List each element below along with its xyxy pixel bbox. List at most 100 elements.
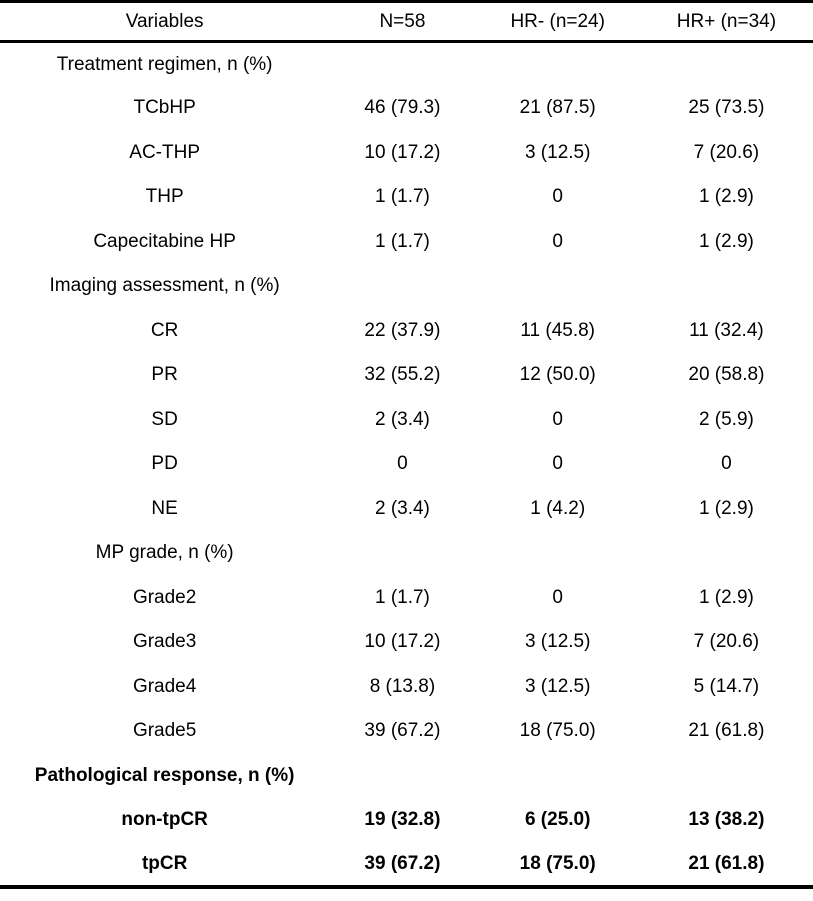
column-header-hr-pos: HR+ (n=34)	[639, 1, 813, 43]
row-label: SD	[151, 408, 178, 430]
row-value: 11 (45.8)	[520, 319, 596, 341]
row-label: THP	[145, 186, 184, 208]
table-row: Grade2 1 (1.7) 0 1 (2.9)	[0, 576, 813, 621]
row-label: AC-THP	[129, 141, 200, 163]
row-value: 1 (4.2)	[530, 497, 586, 519]
row-value: 11 (32.4)	[689, 319, 764, 341]
row-label: NE	[151, 497, 178, 519]
row-value: 7 (20.6)	[693, 631, 760, 653]
row-value: 3 (12.5)	[524, 141, 591, 163]
row-value	[329, 754, 475, 799]
row-value: 32 (55.2)	[364, 364, 441, 386]
row-value: 0	[721, 453, 732, 475]
section-row: MP grade, n (%)	[0, 531, 813, 576]
table-body: Treatment regimen, n (%) TCbHP 46 (79.3) 21…	[0, 42, 813, 888]
table-row: Grade4 8 (13.8) 3 (12.5) 5 (14.7)	[0, 665, 813, 710]
row-value: 1 (1.7)	[374, 186, 430, 208]
section-row: Pathological response, n (%)	[0, 754, 813, 799]
column-header-total: N=58	[329, 1, 476, 43]
table-row: AC-THP 10 (17.2) 3 (12.5) 7 (20.6)	[0, 131, 813, 176]
row-value: 7 (20.6)	[693, 141, 760, 163]
row-value	[640, 264, 813, 309]
row-label: TCbHP	[133, 97, 196, 119]
row-value	[476, 754, 640, 799]
row-value	[476, 531, 640, 576]
row-value	[640, 531, 813, 576]
row-value: 46 (79.3)	[364, 97, 441, 119]
row-value: 1 (2.9)	[698, 186, 754, 208]
row-value: 21 (61.8)	[688, 720, 765, 742]
row-label: CR	[150, 319, 179, 341]
row-value: 39 (67.2)	[364, 852, 441, 874]
row-value: 6 (25.0)	[524, 809, 591, 831]
header-row: Variables N=58 HR- (n=24) HR+ (n=34)	[0, 1, 813, 43]
row-value	[329, 531, 475, 576]
row-value: 18 (75.0)	[519, 720, 596, 742]
row-value: 1 (2.9)	[698, 497, 754, 519]
row-value	[476, 264, 640, 309]
column-header-hr-neg: HR- (n=24)	[475, 1, 640, 43]
row-value: 1 (1.7)	[374, 586, 430, 608]
row-label: PR	[151, 364, 178, 386]
row-value: 0	[552, 408, 563, 430]
row-value: 10 (17.2)	[364, 631, 441, 653]
row-value: 0	[552, 186, 563, 208]
table-row: Grade3 10 (17.2) 3 (12.5) 7 (20.6)	[0, 620, 813, 665]
row-value: 2 (3.4)	[374, 408, 430, 430]
table-row: CR 22 (37.9) 11 (45.8) 11 (32.4)	[0, 309, 813, 354]
table-header: Variables N=58 HR- (n=24) HR+ (n=34)	[0, 1, 813, 43]
row-value: 21 (87.5)	[519, 97, 596, 119]
column-header-variables: Variables	[0, 1, 330, 43]
row-value	[329, 42, 475, 87]
row-value: 21 (61.8)	[688, 852, 765, 874]
row-value: 3 (12.5)	[524, 675, 591, 697]
row-value	[329, 264, 475, 309]
row-label: non-tpCR	[121, 809, 208, 831]
section-row: Imaging assessment, n (%)	[0, 264, 813, 309]
table-row: PR 32 (55.2) 12 (50.0) 20 (58.8)	[0, 353, 813, 398]
table-row: tpCR 39 (67.2) 18 (75.0) 21 (61.8)	[0, 843, 813, 888]
row-value: 0	[552, 586, 563, 608]
row-value: 22 (37.9)	[364, 319, 441, 341]
row-value: 18 (75.0)	[519, 852, 596, 874]
row-value: 3 (12.5)	[524, 631, 591, 653]
row-value: 20 (58.8)	[688, 364, 765, 386]
row-value	[476, 42, 640, 87]
row-value: 0	[552, 453, 563, 475]
row-value: 13 (38.2)	[688, 809, 765, 831]
row-value: 1 (2.9)	[698, 586, 754, 608]
row-value: 0	[552, 230, 563, 252]
table-row: Grade5 39 (67.2) 18 (75.0) 21 (61.8)	[0, 709, 813, 754]
row-value: 1 (2.9)	[698, 230, 754, 252]
row-value: 8 (13.8)	[369, 675, 436, 697]
table-row: Capecitabine HP 1 (1.7) 0 1 (2.9)	[0, 220, 813, 265]
row-label: PD	[151, 453, 178, 475]
row-value: 12 (50.0)	[519, 364, 596, 386]
row-label: Pathological response, n (%)	[34, 764, 295, 786]
row-value: 1 (1.7)	[374, 230, 430, 252]
row-value	[640, 42, 813, 87]
row-value: 2 (3.4)	[374, 497, 430, 519]
row-label: Imaging assessment, n (%)	[49, 275, 280, 297]
table-row: SD 2 (3.4) 0 2 (5.9)	[0, 398, 813, 443]
row-value: 25 (73.5)	[688, 97, 765, 119]
row-label: Grade2	[132, 586, 197, 608]
table-row: non-tpCR 19 (32.8) 6 (25.0) 13 (38.2)	[0, 798, 813, 843]
row-value: 5 (14.7)	[693, 675, 760, 697]
row-label: tpCR	[141, 852, 188, 874]
row-value: 2 (5.9)	[698, 408, 754, 430]
row-value	[640, 754, 813, 799]
section-row: Treatment regimen, n (%)	[0, 42, 813, 87]
row-label: MP grade, n (%)	[95, 542, 234, 564]
table-row: NE 2 (3.4) 1 (4.2) 1 (2.9)	[0, 487, 813, 532]
row-value: 39 (67.2)	[364, 720, 441, 742]
row-label: Capecitabine HP	[93, 230, 236, 252]
row-label: Grade4	[132, 675, 197, 697]
row-label: Treatment regimen, n (%)	[56, 53, 273, 75]
row-value: 0	[397, 453, 408, 475]
row-value: 19 (32.8)	[364, 809, 441, 831]
row-label: Grade3	[132, 631, 197, 653]
table-row: TCbHP 46 (79.3) 21 (87.5) 25 (73.5)	[0, 86, 813, 131]
